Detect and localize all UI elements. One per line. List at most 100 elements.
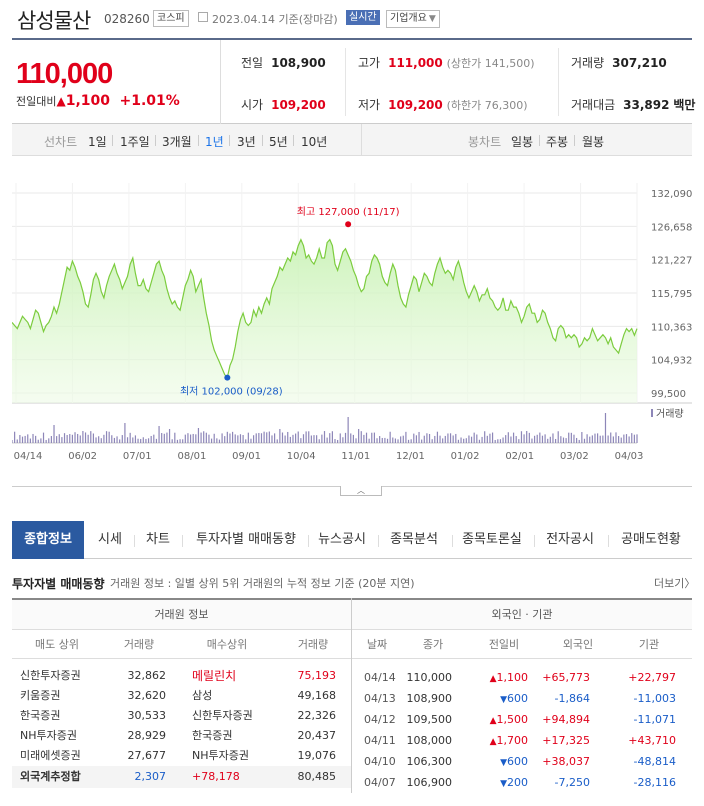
volume-bar [583, 438, 586, 443]
diff-value: 1,100 [65, 93, 111, 109]
volume-bar [439, 435, 441, 443]
volume-bar [203, 431, 205, 443]
sell-broker[interactable]: 한국증권 [20, 709, 61, 722]
buy-broker[interactable]: 삼성 [192, 689, 213, 702]
volume-bar [505, 435, 507, 443]
sell-broker[interactable]: 미래에셋증권 [20, 749, 81, 762]
period-3m[interactable]: 3개월 [162, 135, 192, 149]
row-date: 04/14 [364, 671, 396, 684]
sell-broker[interactable]: NH투자증권 [20, 729, 77, 742]
buy-broker[interactable]: 한국증권 [192, 729, 233, 742]
corp-info-dropdown[interactable]: 기업개요 ▼ [386, 10, 440, 28]
volume-bar [473, 432, 475, 443]
volume-bar [591, 435, 593, 443]
tab-analysis[interactable]: 종목분석 [390, 532, 438, 547]
volume-legend: 거래량 [656, 408, 684, 420]
volume-bar [570, 432, 572, 443]
volume-bar [413, 433, 415, 443]
volume-bar [486, 435, 488, 443]
col-buy-top: 매수상위 [206, 638, 248, 651]
period-1d[interactable]: 1일 [88, 135, 107, 149]
volume-bar [174, 432, 176, 443]
volume-bar [444, 435, 446, 443]
volume-bar [279, 429, 281, 443]
volume-bar [134, 435, 137, 443]
chevron-collapse-icon[interactable]: ︿ [340, 486, 382, 496]
more-label: 더보기 [654, 577, 685, 590]
volume-bar [352, 434, 354, 443]
volume-bar [210, 438, 213, 443]
high-value: 111,000 [388, 56, 443, 70]
tab-news[interactable]: 뉴스공시 [318, 532, 366, 547]
volume-bar [321, 434, 323, 443]
more-link[interactable]: 더보기〉 [654, 575, 695, 591]
sell-broker[interactable]: 신한투자증권 [20, 669, 81, 682]
col-volume: 거래량 [297, 638, 329, 651]
divider [345, 48, 346, 116]
volume-bar [302, 434, 305, 443]
volume-bar [604, 413, 607, 443]
tab-investor[interactable]: 투자자별 매매동향 [196, 532, 296, 547]
volume-bar [481, 436, 483, 443]
volume-bar [205, 432, 207, 443]
candle-weekly[interactable]: 주봉 [546, 135, 569, 149]
volume-bar [491, 432, 494, 443]
sell-broker[interactable]: 키움증권 [20, 689, 61, 702]
volume-bar [539, 432, 541, 443]
buy-broker[interactable]: NH투자증권 [192, 749, 249, 762]
row-change: ▲1,100 [482, 667, 528, 690]
period-10y[interactable]: 10년 [301, 135, 328, 149]
col-volume: 거래량 [123, 638, 155, 651]
candle-monthly[interactable]: 월봉 [582, 135, 605, 149]
row-date: 04/07 [364, 776, 396, 789]
volume-bar [520, 431, 523, 443]
prev-close-label: 전일 [241, 56, 264, 70]
period-1w[interactable]: 1주일 [120, 135, 150, 149]
amount-value: 33,892 [623, 98, 670, 112]
volume-bar [218, 439, 221, 443]
volume-bar [234, 434, 236, 443]
row-change: ▼200 [482, 772, 528, 795]
tab-short-selling[interactable]: 공매도현황 [621, 532, 681, 547]
period-selector: 선차트 1일 1주일 3개월 1년 3년 5년 10년 봉차트 일봉 주봉 월봉 [12, 124, 692, 156]
volume-bar [381, 437, 383, 443]
realtime-button[interactable]: 실시간 [346, 10, 380, 25]
volume-bar [71, 434, 73, 443]
volume-bar [586, 434, 588, 443]
period-3y[interactable]: 3년 [237, 135, 256, 149]
volume-bar [400, 436, 402, 443]
foreign-rows: 04/14 110,000 ▲1,100 +65,773 +22,797 04/13 108… [352, 659, 692, 793]
tab-disclosure[interactable]: 전자공시 [546, 532, 594, 547]
x-tick-label: 01/02 [451, 451, 480, 462]
tab-overview[interactable]: 종합정보 [12, 521, 84, 559]
candle-daily[interactable]: 일봉 [511, 135, 534, 149]
diff-rate: +1.01% [119, 93, 180, 109]
x-tick-label: 11/01 [341, 451, 370, 462]
volume-bar [184, 434, 186, 443]
divider [539, 135, 540, 146]
row-change: ▲1,700 [482, 730, 528, 753]
volume-bar [589, 436, 591, 443]
y-tick-label: 99,500 [651, 389, 686, 400]
buy-broker[interactable]: 메릴린치 [192, 669, 237, 683]
buy-volume: 22,326 [297, 709, 337, 722]
period-1y[interactable]: 1년 [205, 135, 224, 149]
volume-bar [268, 431, 270, 443]
volume-bar [124, 423, 126, 443]
low-label: 최저 102,000 (09/28) [180, 386, 283, 398]
tab-price[interactable]: 시세 [98, 532, 122, 547]
volume-bar [213, 433, 215, 443]
volume-bar [237, 435, 239, 443]
volume-bar [536, 434, 538, 443]
volume-bar [121, 435, 123, 443]
volume-bar [460, 437, 462, 443]
tab-chart[interactable]: 차트 [146, 532, 170, 547]
buy-broker[interactable]: 신한투자증권 [192, 709, 253, 722]
volume-bar [541, 435, 544, 443]
volume-bar [74, 432, 76, 443]
period-5y[interactable]: 5년 [269, 135, 288, 149]
tab-discussion[interactable]: 종목토론실 [462, 532, 522, 547]
y-tick-label: 126,658 [651, 222, 692, 233]
volume-bar [323, 431, 326, 443]
volume-bar [373, 432, 375, 443]
